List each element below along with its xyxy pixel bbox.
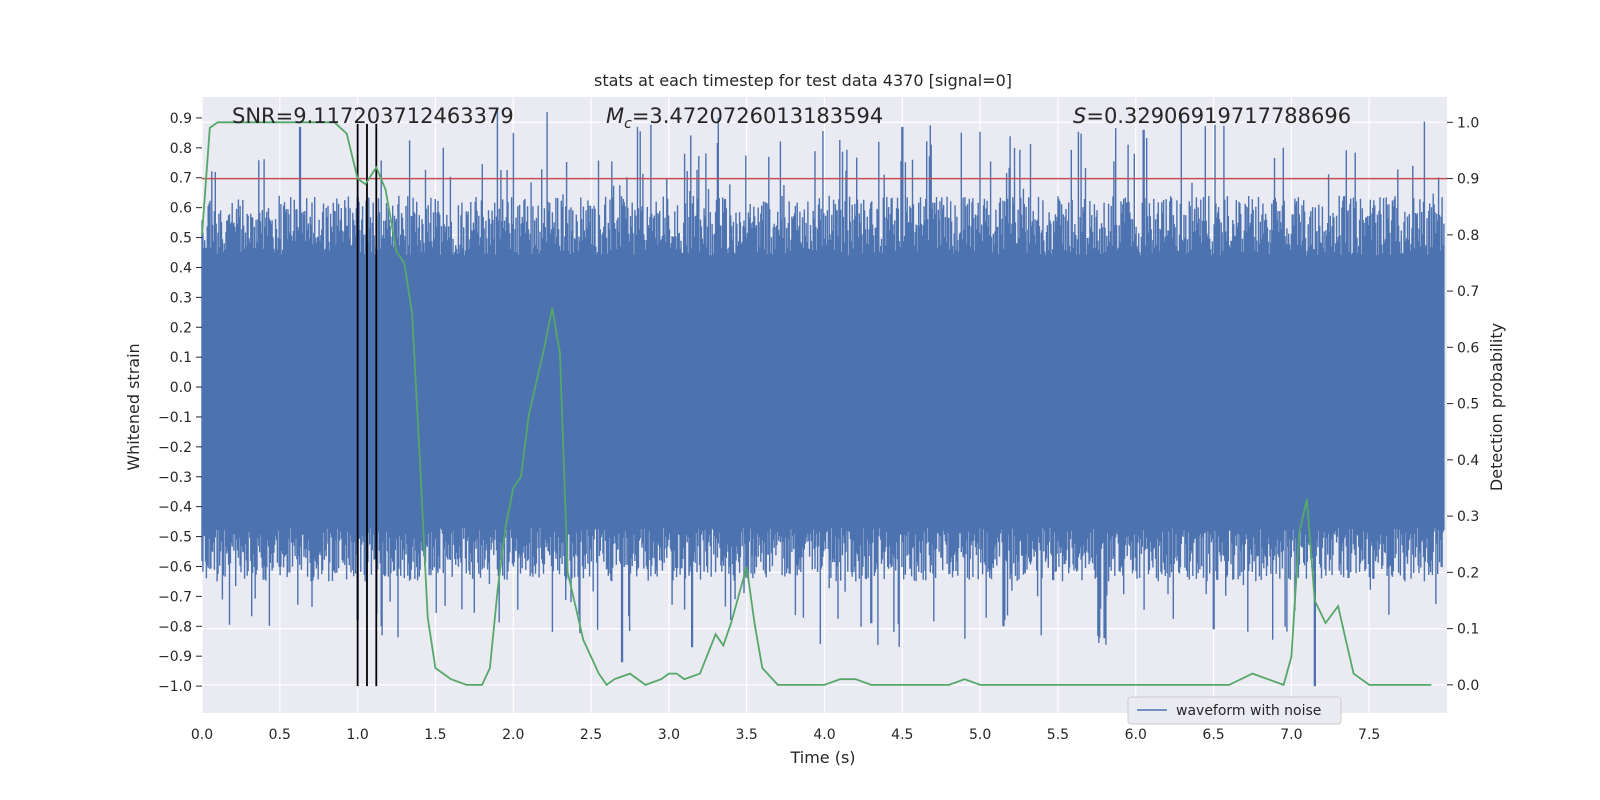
y-left-tick-label: 0.3 [170, 290, 192, 306]
x-axis-label: Time (s) [789, 748, 855, 767]
probability-line [201, 121, 1432, 687]
x-tick-label: 2.0 [502, 727, 524, 743]
y-left-tick-label: 0.6 [170, 201, 192, 217]
y-left-tick-label: 0.2 [170, 320, 192, 336]
x-tick-label: 4.0 [813, 727, 835, 743]
y-left-tick-label: −1.0 [158, 679, 192, 695]
x-tick-label: 3.0 [658, 727, 680, 743]
x-tick-label: 7.5 [1358, 727, 1380, 743]
x-tick-label: 5.0 [969, 727, 991, 743]
mc-symbol: M [606, 104, 624, 128]
y-right-tick-label: 0.1 [1457, 622, 1479, 638]
y-left-tick-label: 0.4 [170, 260, 192, 276]
chart-title: stats at each timestep for test data 437… [594, 71, 1012, 90]
waveform-band [202, 291, 1444, 516]
mc-subscript: c [624, 116, 632, 132]
y-right-tick-label: 0.3 [1457, 509, 1479, 525]
x-tick-label: 6.0 [1125, 727, 1147, 743]
y-right-tick-label: 1.0 [1457, 115, 1479, 131]
y-left-tick-label: −0.1 [158, 410, 192, 426]
x-tick-label: 0.0 [191, 727, 213, 743]
y-left-tick-label: −0.2 [158, 440, 192, 456]
y-right-tick-label: 0.2 [1457, 565, 1479, 581]
legend-box [1127, 696, 1342, 725]
y-axis-left-label: Whitened strain [124, 343, 143, 470]
x-tick-label: 1.5 [424, 727, 446, 743]
x-tick-label: 5.5 [1047, 727, 1069, 743]
y-left-tick-label: −0.5 [158, 530, 192, 546]
s-value: =0.32906919717788696 [1086, 104, 1351, 128]
y-right-tick-label: 0.4 [1457, 453, 1479, 469]
y-right-tick-label: 0.6 [1457, 340, 1479, 356]
y-left-tick-label: 0.0 [170, 380, 192, 396]
y-right-tick-label: 0.5 [1457, 397, 1479, 413]
x-tick-label: 2.5 [580, 727, 602, 743]
snr-annotation: SNR=9.117203712463379 [232, 104, 514, 128]
x-tick-label: 7.0 [1280, 727, 1302, 743]
s-annotation: S=0.32906919717788696 [1073, 104, 1351, 128]
y-axis-right-label: Detection probability [1487, 323, 1506, 491]
mc-annotation: Mc=3.4720726013183594 [606, 104, 883, 132]
y-left-tick-label: 0.9 [170, 111, 192, 127]
y-left-tick-label: −0.4 [158, 500, 192, 516]
s-symbol: S [1073, 104, 1086, 128]
y-left-tick-label: 0.1 [170, 350, 192, 366]
x-tick-label: 6.5 [1202, 727, 1224, 743]
y-right-tick-label: 0.7 [1457, 284, 1479, 300]
legend-label: waveform with noise [1176, 703, 1321, 719]
y-left-tick-label: 0.7 [170, 171, 192, 187]
x-tick-label: 4.5 [891, 727, 913, 743]
x-tick-label: 3.5 [736, 727, 758, 743]
y-left-tick-label: 0.8 [170, 141, 192, 157]
y-right-tick-label: 0.9 [1457, 172, 1479, 188]
y-right-tick-label: 0.8 [1457, 228, 1479, 244]
legend: waveform with noise [1127, 696, 1342, 725]
mc-value: =3.4720726013183594 [632, 104, 883, 128]
y-right-tick-label: 0.0 [1457, 678, 1479, 694]
x-tick-label: 1.0 [346, 727, 368, 743]
y-left-tick-label: −0.7 [158, 589, 192, 605]
y-left-tick-label: −0.6 [158, 559, 192, 575]
y-left-tick-label: −0.3 [158, 470, 192, 486]
x-tick-label: 0.5 [269, 727, 291, 743]
y-left-tick-label: −0.9 [158, 649, 192, 665]
y-left-tick-label: −0.8 [158, 619, 192, 635]
y-left-tick-label: 0.5 [170, 231, 192, 247]
